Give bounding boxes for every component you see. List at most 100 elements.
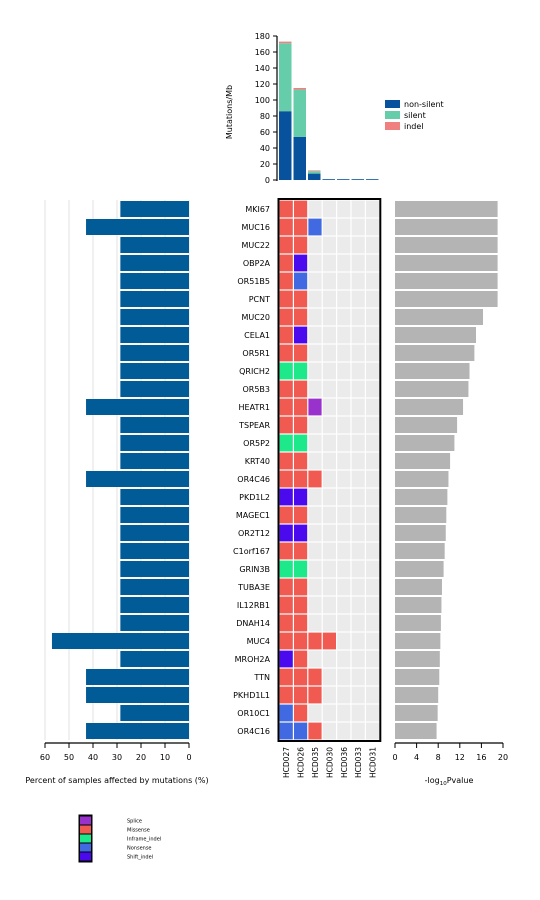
sample-label: HCD036 bbox=[340, 747, 349, 778]
heat-cell-mki67-hcd026 bbox=[294, 200, 308, 218]
gene-label: OR10C1 bbox=[237, 709, 270, 718]
heat-cell-or2t12-hcd033 bbox=[351, 524, 365, 542]
heat-cell-pkhd1l1-hcd027 bbox=[279, 686, 293, 704]
heat-cell-tspear-hcd031 bbox=[366, 416, 380, 434]
y-tick-label: 140 bbox=[255, 64, 270, 73]
heat-cell-magec1-hcd033 bbox=[351, 506, 365, 524]
legend-label: silent bbox=[404, 111, 426, 120]
pvalue-bar-mroh2a bbox=[395, 651, 440, 667]
heat-cell-magec1-hcd036 bbox=[337, 506, 351, 524]
heat-cell-mroh2a-hcd033 bbox=[351, 650, 365, 668]
heat-cell-ttn-hcd036 bbox=[337, 668, 351, 686]
gene-label: OR4C46 bbox=[237, 475, 270, 484]
heat-cell-pkd1l2-hcd030 bbox=[322, 488, 336, 506]
percent-bar-pcnt bbox=[120, 291, 189, 307]
variant-class-legend: Splice Missense Inframe_indel Nonsense Shift… bbox=[78, 814, 161, 863]
heat-cell-or51b5-hcd036 bbox=[337, 272, 351, 290]
heat-cell-or4c16-hcd035 bbox=[308, 722, 322, 740]
heat-cell-cela1-hcd035 bbox=[308, 326, 322, 344]
heat-cell-muc4-hcd033 bbox=[351, 632, 365, 650]
heat-cell-or4c46-hcd030 bbox=[322, 470, 336, 488]
heat-cell-or5r1-hcd036 bbox=[337, 344, 351, 362]
legend-label: Shift_indel bbox=[127, 855, 153, 861]
heat-cell-heatr1-hcd035 bbox=[308, 398, 322, 416]
pvalue-bar-muc22 bbox=[395, 237, 498, 253]
pvalue-bar-krt40 bbox=[395, 453, 451, 469]
heat-cell-muc16-hcd033 bbox=[351, 218, 365, 236]
x-tick-label: 20 bbox=[498, 753, 508, 762]
gene-label: MAGEC1 bbox=[236, 511, 270, 520]
pvalue-bar-cela1 bbox=[395, 327, 476, 343]
heat-cell-muc22-hcd036 bbox=[337, 236, 351, 254]
heat-cell-pkd1l2-hcd027 bbox=[279, 488, 293, 506]
heat-cell-pcnt-hcd031 bbox=[366, 290, 380, 308]
burden-bar-nonsilent-hcd026 bbox=[293, 136, 306, 180]
gene-label: QRICH2 bbox=[239, 367, 270, 376]
heat-cell-or5r1-hcd033 bbox=[351, 344, 365, 362]
pvalue-bar-or5b3 bbox=[395, 381, 469, 397]
legend-swatch-nonsense bbox=[80, 843, 91, 852]
heat-cell-muc22-hcd027 bbox=[279, 236, 293, 254]
heat-cell-pkhd1l1-hcd026 bbox=[294, 686, 308, 704]
legend-swatch-inframe_indel bbox=[80, 834, 91, 843]
gene-label: CELA1 bbox=[244, 331, 270, 340]
heat-cell-qrich2-hcd036 bbox=[337, 362, 351, 380]
heat-cell-or4c46-hcd033 bbox=[351, 470, 365, 488]
heat-cell-il12rb1-hcd036 bbox=[337, 596, 351, 614]
heat-cell-dnah14-hcd036 bbox=[337, 614, 351, 632]
legend-label: Splice bbox=[127, 819, 142, 825]
heat-cell-obp2a-hcd027 bbox=[279, 254, 293, 272]
heat-cell-muc16-hcd030 bbox=[322, 218, 336, 236]
heat-cell-or10c1-hcd030 bbox=[322, 704, 336, 722]
heat-cell-or5r1-hcd031 bbox=[366, 344, 380, 362]
percent-bar-grin3b bbox=[120, 561, 189, 577]
percent-bar-il12rb1 bbox=[120, 597, 189, 613]
x-tick-label: 10 bbox=[160, 753, 170, 762]
heat-cell-or5b3-hcd031 bbox=[366, 380, 380, 398]
heat-cell-dnah14-hcd033 bbox=[351, 614, 365, 632]
gene-label: OR4C16 bbox=[237, 727, 270, 736]
gene-label: MROH2A bbox=[235, 655, 271, 664]
percent-bar-qrich2 bbox=[120, 363, 189, 379]
x-tick-label: 12 bbox=[455, 753, 465, 762]
legend-swatch-silent bbox=[385, 111, 400, 119]
heat-cell-mki67-hcd036 bbox=[337, 200, 351, 218]
heat-cell-muc22-hcd026 bbox=[294, 236, 308, 254]
heat-cell-dnah14-hcd031 bbox=[366, 614, 380, 632]
heat-cell-magec1-hcd027 bbox=[279, 506, 293, 524]
gene-label: IL12RB1 bbox=[237, 601, 270, 610]
heat-cell-ttn-hcd026 bbox=[294, 668, 308, 686]
heat-cell-il12rb1-hcd027 bbox=[279, 596, 293, 614]
sample-label: HCD031 bbox=[369, 747, 378, 778]
heat-cell-or51b5-hcd030 bbox=[322, 272, 336, 290]
pvalue-bar-or5r1 bbox=[395, 345, 475, 361]
heat-cell-magec1-hcd026 bbox=[294, 506, 308, 524]
gene-label: PKD1L2 bbox=[239, 493, 270, 502]
heat-cell-cela1-hcd033 bbox=[351, 326, 365, 344]
burden-bar-silent-hcd026 bbox=[293, 89, 306, 137]
heat-cell-or5b3-hcd036 bbox=[337, 380, 351, 398]
heat-cell-muc4-hcd030 bbox=[322, 632, 336, 650]
heat-cell-or4c46-hcd026 bbox=[294, 470, 308, 488]
heat-cell-grin3b-hcd035 bbox=[308, 560, 322, 578]
heat-cell-mki67-hcd031 bbox=[366, 200, 380, 218]
heat-cell-magec1-hcd035 bbox=[308, 506, 322, 524]
x-axis-label-post: Pvalue bbox=[447, 776, 474, 785]
heat-cell-tspear-hcd035 bbox=[308, 416, 322, 434]
burden-bar-nonsilent-hcd035 bbox=[308, 173, 321, 180]
x-tick-label: 0 bbox=[392, 753, 397, 762]
percent-bar-obp2a bbox=[120, 255, 189, 271]
heat-cell-qrich2-hcd033 bbox=[351, 362, 365, 380]
heat-cell-or10c1-hcd031 bbox=[366, 704, 380, 722]
heat-cell-mroh2a-hcd026 bbox=[294, 650, 308, 668]
pvalue-bar-magec1 bbox=[395, 507, 447, 523]
heat-cell-or4c16-hcd030 bbox=[322, 722, 336, 740]
heat-cell-krt40-hcd033 bbox=[351, 452, 365, 470]
heat-cell-or10c1-hcd036 bbox=[337, 704, 351, 722]
percent-bar-mroh2a bbox=[120, 651, 189, 667]
heat-cell-obp2a-hcd033 bbox=[351, 254, 365, 272]
significance-chart: 0 4 8 12 16 20 -log10Pvalue bbox=[392, 201, 508, 787]
x-tick-label: 8 bbox=[436, 753, 441, 762]
burden-bar-indel-hcd026 bbox=[293, 88, 306, 90]
heat-cell-pkhd1l1-hcd031 bbox=[366, 686, 380, 704]
